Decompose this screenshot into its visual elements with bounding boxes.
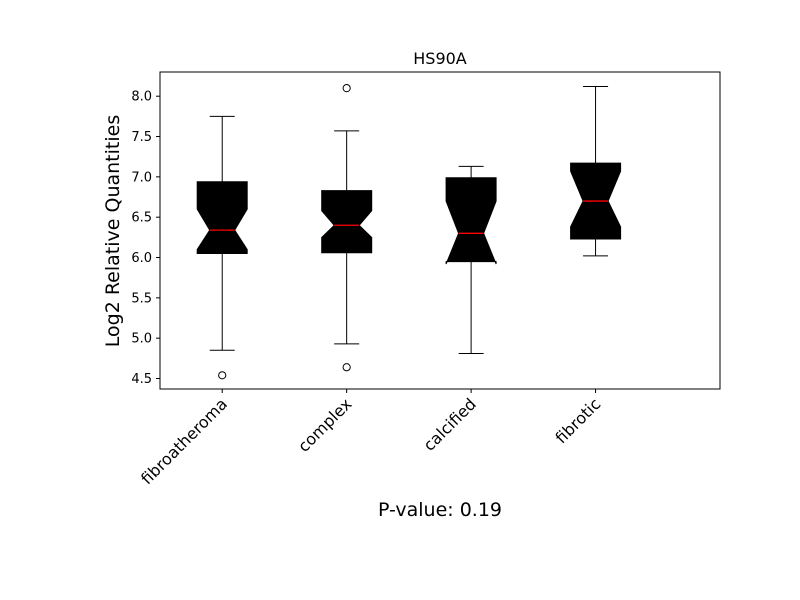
y-tick-label: 5.5 [131, 291, 152, 306]
box-group-calcified [445, 165, 497, 355]
y-tick-label: 6.5 [131, 211, 152, 226]
box-group-fibroatheroma [196, 115, 248, 380]
y-axis-label: Log2 Relative Quantities [102, 115, 124, 347]
y-tick-label: 7.5 [131, 130, 152, 145]
plot-frame [159, 71, 721, 390]
y-tick-label: 8.0 [131, 90, 152, 105]
y-tick-label: 6.0 [131, 251, 152, 266]
x-tick-label: calcified [420, 394, 480, 454]
y-tick-label: 5.0 [131, 332, 152, 347]
box-group-complex [321, 84, 373, 372]
outlier-point [218, 371, 227, 380]
box-group-fibrotic [570, 86, 622, 257]
x-tick-label: fibroatheroma [137, 394, 231, 488]
outlier-point [342, 363, 351, 372]
y-tick-label: 7.0 [131, 170, 152, 185]
outlier-point [342, 84, 351, 93]
x-tick-label: fibrotic [552, 394, 605, 447]
p-value-annotation: P-value: 0.19 [378, 499, 502, 521]
y-tick-label: 4.5 [131, 372, 152, 387]
chart-title: HS90A [413, 49, 467, 68]
box [445, 177, 497, 265]
box [196, 181, 248, 254]
box [321, 190, 373, 254]
x-tick-label: complex [294, 394, 355, 455]
